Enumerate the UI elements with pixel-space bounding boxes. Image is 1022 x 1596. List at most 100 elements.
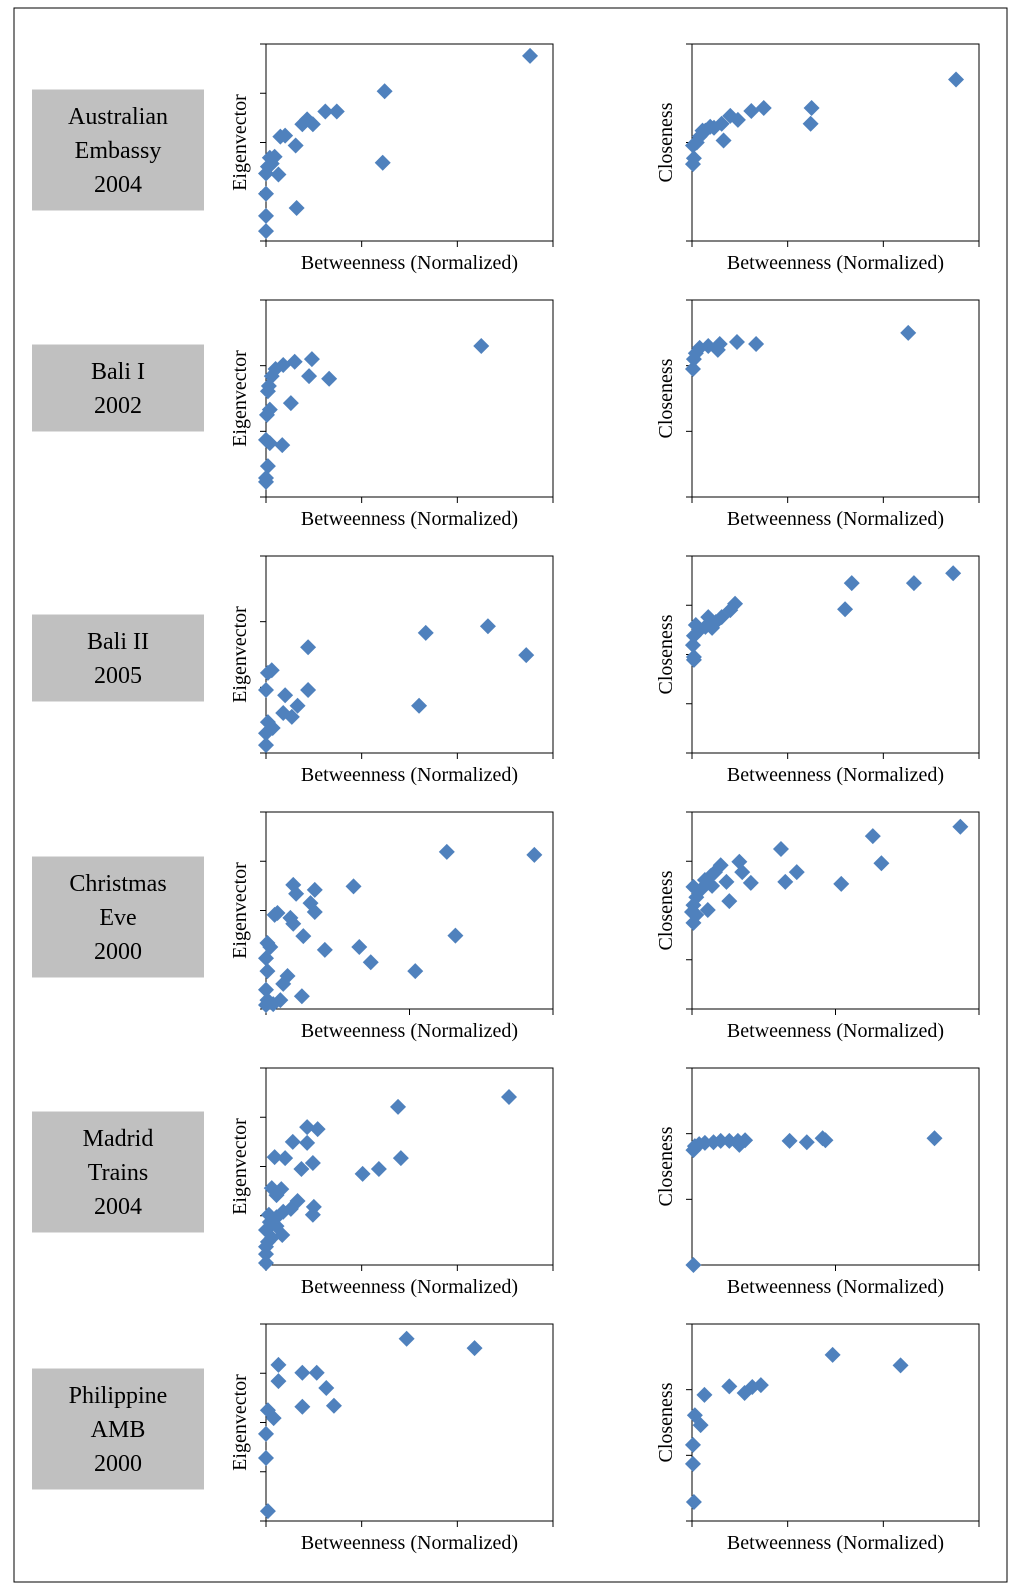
y-axis-label: Eigenvector — [229, 606, 251, 703]
point — [259, 963, 276, 980]
point — [900, 324, 917, 341]
point — [704, 619, 721, 636]
point — [261, 435, 278, 452]
y-axis-label: Eigenvector — [229, 94, 251, 191]
row-label: AMB — [91, 1417, 146, 1443]
point — [289, 697, 306, 714]
point — [518, 647, 535, 664]
point — [274, 437, 291, 454]
y-axis-label: Closeness — [655, 102, 677, 182]
row-label: 2000 — [94, 1451, 142, 1477]
point — [268, 1218, 285, 1235]
point — [685, 914, 702, 931]
plot-frame — [265, 1323, 554, 1522]
point — [392, 1150, 409, 1167]
point — [317, 103, 334, 120]
x-axis-label: Betweenness (Normalized) — [301, 1020, 518, 1042]
point — [287, 137, 304, 154]
point — [258, 1246, 274, 1263]
row-label: 2005 — [94, 663, 142, 689]
point — [699, 902, 716, 919]
point — [288, 885, 305, 902]
point — [781, 1132, 798, 1149]
x-axis-label: Betweenness (Normalized) — [727, 252, 944, 274]
row-label-box — [32, 89, 204, 211]
point — [864, 828, 881, 845]
point — [266, 906, 283, 923]
point — [685, 1257, 702, 1273]
point — [398, 1330, 415, 1347]
x-axis-label: Betweenness (Normalized) — [727, 508, 944, 530]
y-axis-label: Eigenvector — [229, 1374, 251, 1471]
point — [275, 975, 292, 992]
point — [742, 874, 759, 891]
point — [692, 1417, 709, 1434]
point — [685, 1142, 702, 1159]
plot-frame — [691, 1323, 980, 1522]
point — [294, 116, 311, 133]
point — [277, 1150, 294, 1167]
point — [300, 681, 317, 698]
point — [952, 818, 969, 835]
row-label: Embassy — [75, 138, 162, 164]
point — [270, 1373, 287, 1390]
point — [318, 1380, 335, 1397]
point — [300, 639, 317, 656]
point — [264, 720, 281, 737]
row-label: 2002 — [94, 393, 142, 419]
x-axis-label: Betweenness (Normalized) — [727, 1532, 944, 1554]
point — [722, 107, 739, 124]
point — [268, 1187, 285, 1204]
point — [272, 128, 289, 145]
point — [685, 1493, 702, 1510]
plot-frame — [691, 555, 980, 754]
point — [304, 1206, 321, 1223]
point — [325, 1397, 342, 1414]
point — [684, 156, 701, 173]
point — [802, 115, 819, 132]
point — [354, 1165, 371, 1182]
row-label: Bali II — [87, 629, 149, 655]
y-axis-label: Closeness — [655, 614, 677, 694]
point — [258, 1425, 274, 1442]
point — [362, 954, 379, 971]
point — [293, 988, 310, 1005]
point — [286, 353, 303, 370]
point — [684, 137, 701, 154]
point — [270, 166, 287, 183]
point — [351, 938, 368, 955]
y-axis-label: Closeness — [655, 870, 677, 950]
point — [814, 1130, 831, 1147]
row-label: Madrid — [83, 1126, 154, 1152]
row-label: Australian — [68, 104, 168, 130]
x-axis-label: Betweenness (Normalized) — [301, 508, 518, 530]
point — [259, 383, 276, 400]
point — [685, 627, 702, 644]
point — [259, 1503, 276, 1520]
point — [721, 893, 738, 910]
x-axis-label: Betweenness (Normalized) — [301, 764, 518, 786]
point — [294, 1398, 311, 1415]
point — [316, 941, 333, 958]
row-label: 2000 — [94, 939, 142, 965]
x-axis-label: Betweenness (Normalized) — [727, 1276, 944, 1298]
y-axis-label: Eigenvector — [229, 1118, 251, 1215]
x-axis-label: Betweenness (Normalized) — [301, 252, 518, 274]
point — [259, 664, 276, 681]
point — [293, 1160, 310, 1177]
plot-frame — [265, 555, 554, 754]
point — [684, 1455, 701, 1472]
point — [258, 1449, 274, 1466]
point — [721, 1378, 738, 1395]
row-label-box — [32, 344, 204, 432]
point — [743, 102, 760, 119]
point — [522, 47, 539, 64]
row-label: Christmas — [69, 871, 166, 897]
point — [263, 155, 280, 172]
point — [728, 334, 745, 351]
point — [270, 1356, 287, 1373]
point — [258, 185, 274, 202]
point — [299, 1119, 316, 1136]
